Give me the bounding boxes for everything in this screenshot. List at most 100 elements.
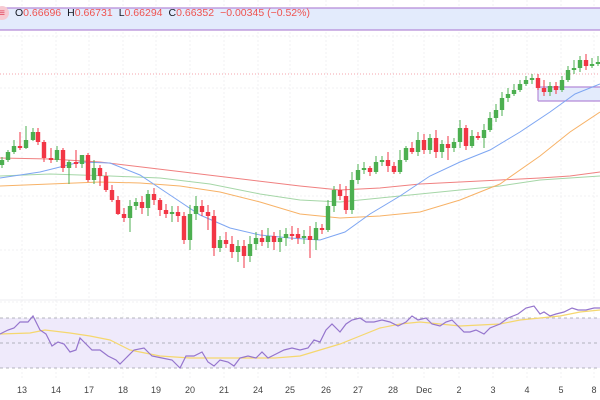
x-tick-label: 13	[16, 385, 28, 395]
candle-up	[427, 138, 433, 150]
candle-up	[529, 78, 535, 80]
open-label: O	[15, 7, 24, 19]
candle-down	[421, 140, 427, 150]
change-value: −0.00345 (−0.52%)	[220, 7, 310, 19]
ohlc-legend: ≡ O 0.66696 H 0.66731 L 0.66294 C 0.6635…	[0, 4, 316, 22]
candle-up	[565, 70, 571, 80]
candle-down	[535, 78, 541, 88]
time-axis[interactable]: 13 14 17 18 19 20 21 24 25 26 27 28 Dec 2 3 4 5 8	[0, 380, 600, 400]
candle-up	[499, 98, 505, 110]
candle-up	[451, 142, 457, 148]
low-label: L	[118, 7, 125, 19]
low-value: 0.66294	[124, 7, 163, 19]
candle-down	[241, 246, 247, 256]
candle-up	[511, 90, 517, 94]
x-tick-label: 21	[218, 385, 230, 395]
candle-up	[577, 60, 583, 68]
candle-down	[121, 214, 127, 218]
zone-upper-zone	[0, 8, 600, 30]
rsi-ma-line	[0, 309, 600, 359]
candle-up	[493, 110, 499, 118]
candle-down	[433, 138, 439, 152]
candle-up	[595, 62, 600, 64]
candle-up	[331, 190, 337, 206]
x-tick-label: 8	[591, 385, 597, 395]
candle-down	[409, 148, 415, 152]
candle-up	[193, 206, 199, 214]
symbol-icon[interactable]: ≡	[0, 6, 9, 20]
candle-up	[325, 206, 331, 230]
candle-up	[283, 234, 289, 238]
rsi-line	[0, 305, 600, 370]
high-label: H	[67, 7, 75, 19]
ma-mid-line	[0, 111, 600, 219]
x-tick-label: 4	[524, 385, 530, 395]
candle-up	[379, 160, 385, 162]
candle-up	[457, 128, 463, 142]
candle-up	[79, 155, 85, 164]
high-value: 0.66731	[74, 7, 113, 19]
candle-down	[445, 144, 451, 148]
candle-up	[217, 240, 223, 248]
candle-up	[301, 236, 307, 238]
x-tick-label: 19	[150, 385, 162, 395]
x-tick-label: Dec	[415, 385, 433, 395]
candle-down	[48, 158, 54, 160]
candle-down	[60, 150, 66, 168]
candle-up	[505, 94, 511, 98]
candle-down	[295, 234, 301, 238]
x-tick-label: 25	[284, 385, 296, 395]
candle-down	[73, 162, 79, 164]
candle-up	[571, 68, 577, 70]
candle-down	[175, 212, 181, 216]
candle-down	[163, 210, 169, 214]
candle-down	[319, 228, 325, 230]
candle-up	[487, 118, 493, 130]
candle-down	[223, 240, 229, 244]
candle-up	[361, 168, 367, 170]
candle-up	[235, 246, 241, 252]
candle-up	[373, 162, 379, 172]
candle-up	[403, 148, 409, 160]
candle-down	[199, 206, 205, 212]
candle-up	[187, 214, 193, 240]
candle-up	[127, 206, 133, 218]
x-tick-label: 18	[117, 385, 129, 395]
candle-up	[5, 152, 11, 160]
x-tick-label: 27	[352, 385, 364, 395]
candle-down	[17, 146, 23, 148]
candle-up	[277, 238, 283, 242]
candle-up	[517, 84, 523, 90]
candle-down	[367, 168, 373, 172]
candle-up	[145, 194, 151, 208]
candle-up	[415, 140, 421, 152]
x-tick-label: 17	[83, 385, 95, 395]
candle-up	[547, 86, 553, 92]
candle-up	[23, 140, 29, 148]
candle-down	[157, 200, 163, 210]
x-tick-label: 26	[320, 385, 332, 395]
candle-up	[355, 170, 361, 180]
candle-down	[385, 160, 391, 166]
candle-up	[559, 80, 565, 90]
candle-up	[439, 144, 445, 152]
candle-down	[337, 190, 343, 196]
candle-down	[307, 236, 313, 240]
candle-up	[349, 180, 355, 210]
candle-up	[91, 168, 97, 180]
candle-up	[30, 132, 36, 140]
candle-down	[463, 128, 469, 146]
candle-down	[211, 216, 217, 248]
candle-down	[553, 86, 559, 90]
candle-down	[35, 132, 41, 142]
candle-down	[271, 236, 277, 242]
candle-up	[589, 64, 595, 66]
candle-up	[265, 236, 271, 242]
candle-up	[66, 162, 72, 168]
candle-up	[247, 244, 253, 256]
ma-fast-line	[0, 83, 600, 241]
candle-down	[391, 166, 397, 172]
candle-up	[469, 136, 475, 146]
